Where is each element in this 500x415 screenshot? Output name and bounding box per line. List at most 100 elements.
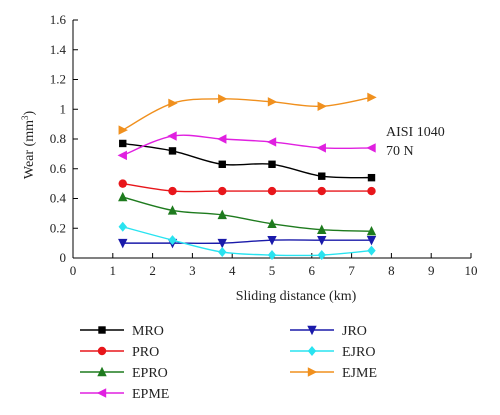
data-point-epme xyxy=(316,143,326,153)
data-point-epme xyxy=(117,150,127,161)
legend-swatch-marker xyxy=(98,326,106,334)
x-tick-label: 9 xyxy=(428,263,435,278)
series-mro xyxy=(119,139,376,182)
data-point-ejme xyxy=(317,101,327,111)
y-axis-label-main: Wear (mm xyxy=(22,120,37,179)
legend-swatch-marker xyxy=(96,388,107,398)
data-point-epro xyxy=(366,226,377,236)
data-point-ejme xyxy=(218,94,228,104)
series-line-pro xyxy=(122,182,372,193)
data-point-pro xyxy=(317,186,326,196)
data-point-ejme xyxy=(118,125,128,135)
x-tick-label: 1 xyxy=(110,263,117,278)
x-tick-label: 3 xyxy=(189,263,196,278)
data-point-epro xyxy=(267,218,277,228)
legend-label-jro: JRO xyxy=(342,324,367,339)
data-point-ejro xyxy=(118,221,127,232)
data-point-epro xyxy=(217,209,227,220)
data-point-jro xyxy=(217,238,227,249)
data-point-jro xyxy=(317,235,327,246)
legend-item-ejro: EJRO xyxy=(290,345,375,360)
data-point-jro xyxy=(366,235,377,246)
series-line-epme xyxy=(122,134,372,157)
x-tick-label: 7 xyxy=(348,263,355,278)
data-point-epro xyxy=(317,224,327,234)
data-point-pro xyxy=(168,186,177,196)
y-tick-label: 0.2 xyxy=(50,220,66,235)
x-tick-label: 5 xyxy=(269,263,276,278)
series-jro xyxy=(118,235,377,249)
y-tick-label: 1.2 xyxy=(50,72,66,87)
chart-legend: MRO PRO EPRO EPME JRO EJRO EJME xyxy=(80,324,377,402)
y-tick-label: 0 xyxy=(60,250,67,265)
series-ejme xyxy=(118,92,377,135)
data-point-ejme xyxy=(367,92,377,103)
data-point-ejro xyxy=(267,250,277,261)
x-tick-label: 4 xyxy=(229,263,236,278)
series-line-ejme xyxy=(122,96,372,131)
y-tick-label: 0.8 xyxy=(50,131,66,146)
series-pro xyxy=(118,179,376,196)
data-point-ejme xyxy=(267,97,278,107)
chart-series xyxy=(117,92,377,261)
data-point-mro xyxy=(168,147,177,155)
legend-item-epme: EPME xyxy=(80,387,169,402)
legend-label-mro: MRO xyxy=(132,324,164,339)
data-point-mro xyxy=(218,160,226,168)
data-point-epme xyxy=(167,131,177,141)
series-epro xyxy=(118,191,377,236)
legend-label-ejme: EJME xyxy=(342,366,377,381)
legend-label-epme: EPME xyxy=(132,387,169,402)
y-tick-label: 1 xyxy=(60,101,67,116)
y-tick-label: 0.4 xyxy=(50,191,67,206)
data-point-pro xyxy=(367,186,376,196)
y-axis-label-close: ) xyxy=(22,111,37,116)
series-line-mro xyxy=(122,142,372,179)
legend-label-ejro: EJRO xyxy=(342,345,375,360)
x-tick-label: 6 xyxy=(309,263,316,278)
data-point-mro xyxy=(268,160,276,168)
series-ejro xyxy=(118,221,376,261)
legend-swatch-marker xyxy=(97,346,107,356)
chart-ticks: 0 1 2 3 4 5 6 7 8 9 10 0 0.2 0.4 0.6 0.8 1 1.2 1.4 1.6 xyxy=(50,12,478,278)
series-line-epro xyxy=(122,196,372,232)
data-point-epro xyxy=(118,191,128,202)
legend-item-mro: MRO xyxy=(80,324,164,339)
data-point-jro xyxy=(267,235,277,246)
x-tick-label: 0 xyxy=(70,263,77,278)
legend-item-ejme: EJME xyxy=(290,366,377,381)
data-point-mro xyxy=(367,173,376,182)
data-point-epme xyxy=(266,137,277,147)
legend-item-pro: PRO xyxy=(80,345,159,360)
data-point-jro xyxy=(118,238,128,249)
x-tick-label: 8 xyxy=(388,263,395,278)
y-tick-label: 1.4 xyxy=(50,42,67,57)
data-point-pro xyxy=(267,186,277,196)
data-point-mro xyxy=(318,172,326,180)
legend-swatch-marker xyxy=(97,366,107,377)
x-tick-label: 2 xyxy=(149,263,156,278)
legend-swatch-marker xyxy=(307,325,317,336)
series-line-ejro xyxy=(122,226,372,257)
x-tick-label: 10 xyxy=(465,263,478,278)
legend-swatch-marker xyxy=(307,367,318,377)
annotation-material: AISI 1040 xyxy=(386,125,445,140)
legend-swatch-marker xyxy=(307,346,317,356)
legend-item-jro: JRO xyxy=(290,324,367,339)
series-epme xyxy=(117,131,376,161)
data-point-ejro xyxy=(317,250,326,261)
data-point-ejro xyxy=(168,235,177,246)
y-axis-label-superscript: 3 xyxy=(20,115,30,120)
y-axis-label: Wear (mm3) xyxy=(20,111,37,180)
y-tick-label: 1.6 xyxy=(50,12,67,27)
data-point-pro xyxy=(118,179,127,188)
x-axis-label: Sliding distance (km) xyxy=(236,289,357,304)
data-point-epme xyxy=(366,143,376,153)
data-point-ejro xyxy=(367,245,376,256)
annotation-load: 70 N xyxy=(386,144,414,159)
data-point-epme xyxy=(217,134,227,144)
legend-item-epro: EPRO xyxy=(80,366,168,381)
data-point-pro xyxy=(218,186,227,196)
y-tick-label: 0.6 xyxy=(50,161,67,176)
